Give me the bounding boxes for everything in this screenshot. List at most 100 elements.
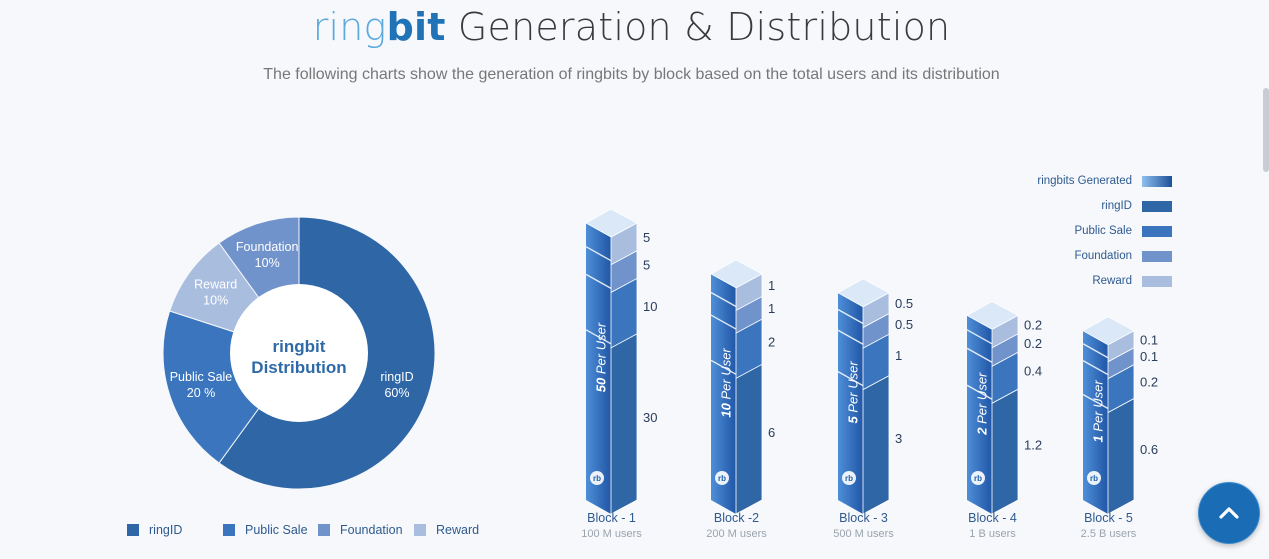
bar-top-face	[585, 208, 638, 238]
rb-logo-icon: rb	[590, 471, 604, 485]
legend-swatch	[1142, 175, 1172, 187]
bar-value-label: 0.5	[895, 317, 913, 332]
segment-divider	[1082, 393, 1109, 410]
legend-item-reward: Reward	[414, 523, 479, 537]
bar-rotated-label: 10 Per User	[719, 348, 734, 418]
bar-legend-item-public-sale: Public Sale	[1074, 225, 1172, 237]
legend-swatch	[1142, 200, 1172, 212]
bar-segment-ringid	[991, 388, 1019, 515]
legend-label: Foundation	[340, 523, 403, 537]
legend-label: Foundation	[1074, 250, 1132, 262]
bar-value-label: 1	[768, 301, 775, 316]
bar-category-sublabel: 2.5 B users	[1081, 528, 1137, 540]
rb-logo-icon: rb	[715, 471, 729, 485]
page-subtitle: The following charts show the generation…	[263, 66, 1000, 83]
bar-segment-ringid	[610, 333, 638, 515]
legend-label: Public Sale	[1074, 225, 1132, 237]
bar-value-label: 0.2	[1140, 375, 1158, 390]
svg-text:rb: rb	[845, 474, 853, 483]
bar-value-label: 0.6	[1140, 442, 1158, 457]
segment-divider	[837, 371, 864, 387]
rb-logo-icon: rb	[842, 471, 856, 485]
bar-category-label: Block - 5	[1084, 511, 1133, 525]
segment-divider	[710, 359, 737, 375]
bar-top-face	[710, 259, 763, 289]
legend-swatch	[414, 524, 426, 536]
bar-value-label: 0.4	[1024, 364, 1042, 379]
donut-center-line2: Distribution	[251, 358, 346, 377]
bar-category-label: Block - 4	[968, 511, 1017, 525]
bar-value-label: 10	[643, 299, 657, 314]
donut-center-line1: ringbit	[273, 337, 326, 356]
donut-label-reward: Reward	[194, 278, 237, 292]
legend-item-public-sale: Public Sale	[223, 523, 308, 537]
bar-block-5: 0.6 0.2 0.1 0.1 1 Per User rb Block - 5 2.5 B u…	[1081, 316, 1158, 540]
bar-rotated-label: 2 Per User	[975, 372, 990, 436]
segment-divider	[966, 384, 993, 400]
bar-value-label: 0.2	[1024, 336, 1042, 351]
bar-segment-ringid	[735, 363, 763, 515]
bar-rotated-label: 5 Per User	[846, 361, 861, 424]
svg-text:rb: rb	[718, 474, 726, 483]
bar-block-1: 30 10 5 5 50 Per User rb Block - 1 100 M users	[581, 208, 657, 540]
legend-item-ringid: ringID	[127, 523, 182, 537]
segment-divider	[966, 329, 993, 345]
segment-divider	[837, 329, 864, 345]
bar-value-label: 3	[895, 431, 902, 446]
segment-divider	[585, 329, 612, 345]
bar-block-3: 3 1 0.5 0.5 5 Per User rb Block - 3 500 M users	[833, 278, 913, 540]
bar-category-label: Block - 3	[839, 511, 888, 525]
donut-value-foundation: 10%	[255, 256, 280, 270]
bar-value-label: 0.1	[1140, 349, 1158, 364]
legend-item-foundation: Foundation	[318, 523, 403, 537]
legend-swatch	[318, 524, 330, 536]
bar-block-2: 6 2 1 1 10 Per User rb Block -2 200 M users	[706, 259, 775, 540]
bar-value-label: 2	[768, 335, 775, 350]
bar-value-label: 0.5	[895, 296, 913, 311]
bar-category-sublabel: 500 M users	[833, 528, 894, 540]
svg-text:rb: rb	[1090, 474, 1098, 483]
bar-legend-item-ringbits-generated: ringbits Generated	[1037, 175, 1172, 187]
donut-label-public-sale: Public Sale	[170, 370, 233, 384]
bar-category-sublabel: 1 B users	[969, 528, 1016, 540]
bar-segment-ringid	[1107, 397, 1135, 515]
donut-label-foundation: Foundation	[236, 240, 299, 254]
bar-value-label: 0.1	[1140, 332, 1158, 347]
page-title: ringbit Generation & Distribution	[312, 5, 951, 49]
bar-value-label: 0.2	[1024, 318, 1042, 333]
bar-top-face	[966, 300, 1019, 330]
page-scrollbar[interactable]	[1263, 88, 1269, 172]
segment-divider	[710, 291, 737, 308]
legend-swatch	[1142, 250, 1172, 262]
bar-value-label: 1	[895, 348, 902, 363]
bar-segment-ringid	[862, 374, 890, 515]
scroll-to-top-button[interactable]	[1198, 482, 1260, 544]
bar-legend-item-foundation: Foundation	[1074, 250, 1172, 262]
donut-value-public-sale: 20 %	[187, 386, 216, 400]
bar-rotated-label: 50 Per User	[594, 322, 609, 392]
bar-top-face	[1082, 316, 1135, 346]
bar-top-face	[837, 278, 890, 308]
bar-front-face	[838, 292, 863, 514]
donut-label-ringid: ringID	[380, 370, 413, 384]
donut-value-ringid: 60%	[384, 386, 409, 400]
bar-category-sublabel: 200 M users	[706, 528, 767, 540]
bar-block-4: 1.2 0.4 0.2 0.2 2 Per User rb Block - 4 1 B use…	[966, 300, 1042, 540]
distribution-donut-chart: ringbit Distribution ringID 60% Public Sal…	[162, 216, 436, 490]
bar-front-face	[586, 223, 611, 514]
legend-swatch	[127, 524, 139, 536]
bar-front-face	[967, 315, 992, 514]
segment-divider	[966, 347, 993, 363]
bar-front-face	[711, 273, 736, 514]
legend-label: ringbits Generated	[1037, 175, 1132, 187]
legend-swatch	[223, 524, 235, 536]
bar-value-label: 6	[768, 425, 775, 440]
segment-divider	[710, 314, 737, 330]
bar-front-face	[1083, 330, 1108, 514]
bar-category-sublabel: 100 M users	[581, 528, 642, 540]
bar-value-label: 1.2	[1024, 438, 1042, 453]
legend-label: Reward	[1092, 275, 1132, 287]
bar-category-label: Block -2	[714, 511, 759, 525]
rb-logo-icon: rb	[1087, 471, 1101, 485]
